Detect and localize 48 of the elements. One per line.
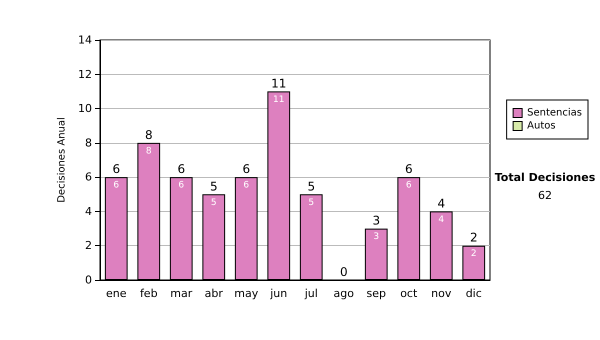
y-tick-label: 12	[78, 68, 92, 81]
legend-label: Autos	[527, 120, 556, 132]
total-label: 2	[470, 230, 478, 245]
x-tick-label: jul	[304, 287, 318, 300]
x-tick-label: feb	[140, 287, 158, 300]
x-tick-label: ago	[334, 287, 354, 300]
y-tick-label: 6	[85, 170, 92, 184]
y-tick-label: 14	[78, 34, 92, 46]
data-label: 4	[438, 214, 444, 225]
text: Total Decisiones	[494, 171, 596, 184]
x-tick-label: dic	[466, 287, 482, 300]
total-label: 4	[437, 196, 446, 210]
y-tick-label: 10	[78, 102, 92, 116]
total-label: 6	[177, 162, 186, 176]
y-tick-label: 0	[85, 274, 92, 286]
data-label: 8	[146, 146, 152, 156]
y-tick-label: 8	[85, 136, 92, 150]
x-tick-label: nov	[431, 287, 452, 300]
total-label: 8	[144, 128, 153, 142]
data-label: 6	[243, 180, 250, 191]
total-label: 6	[112, 162, 120, 176]
total-label: 11	[271, 76, 286, 90]
x-tick-label: ene	[106, 287, 127, 300]
data-label: 5	[210, 198, 217, 208]
total-label: 6	[242, 162, 250, 176]
data-label: 5	[308, 198, 314, 208]
data-label: 6	[113, 180, 120, 191]
x-tick-label: may	[234, 287, 259, 300]
x-tick-label: abr	[204, 287, 224, 300]
data-label: 6	[178, 180, 184, 191]
total-label: 5	[210, 179, 218, 194]
total-label: 3	[372, 214, 380, 228]
total-label: 5	[307, 179, 316, 194]
data-label: 2	[470, 249, 477, 260]
total-label: 6	[404, 162, 413, 176]
text: 62	[538, 189, 552, 202]
x-tick-label: mar	[170, 287, 193, 300]
x-tick-label: sep	[366, 287, 386, 300]
data-label: 3	[373, 232, 380, 242]
y-tick-label: 2	[85, 239, 92, 252]
legend-label: Sentencias	[527, 108, 582, 118]
x-tick-label: oct	[400, 287, 418, 300]
y-tick-label: 4	[85, 204, 92, 218]
y-axis-title: Decisiones Anual	[56, 117, 68, 203]
total-label: 0	[340, 265, 348, 279]
data-label: 6	[406, 180, 412, 191]
x-tick-label: jun	[269, 287, 288, 300]
data-label: 11	[273, 94, 284, 105]
